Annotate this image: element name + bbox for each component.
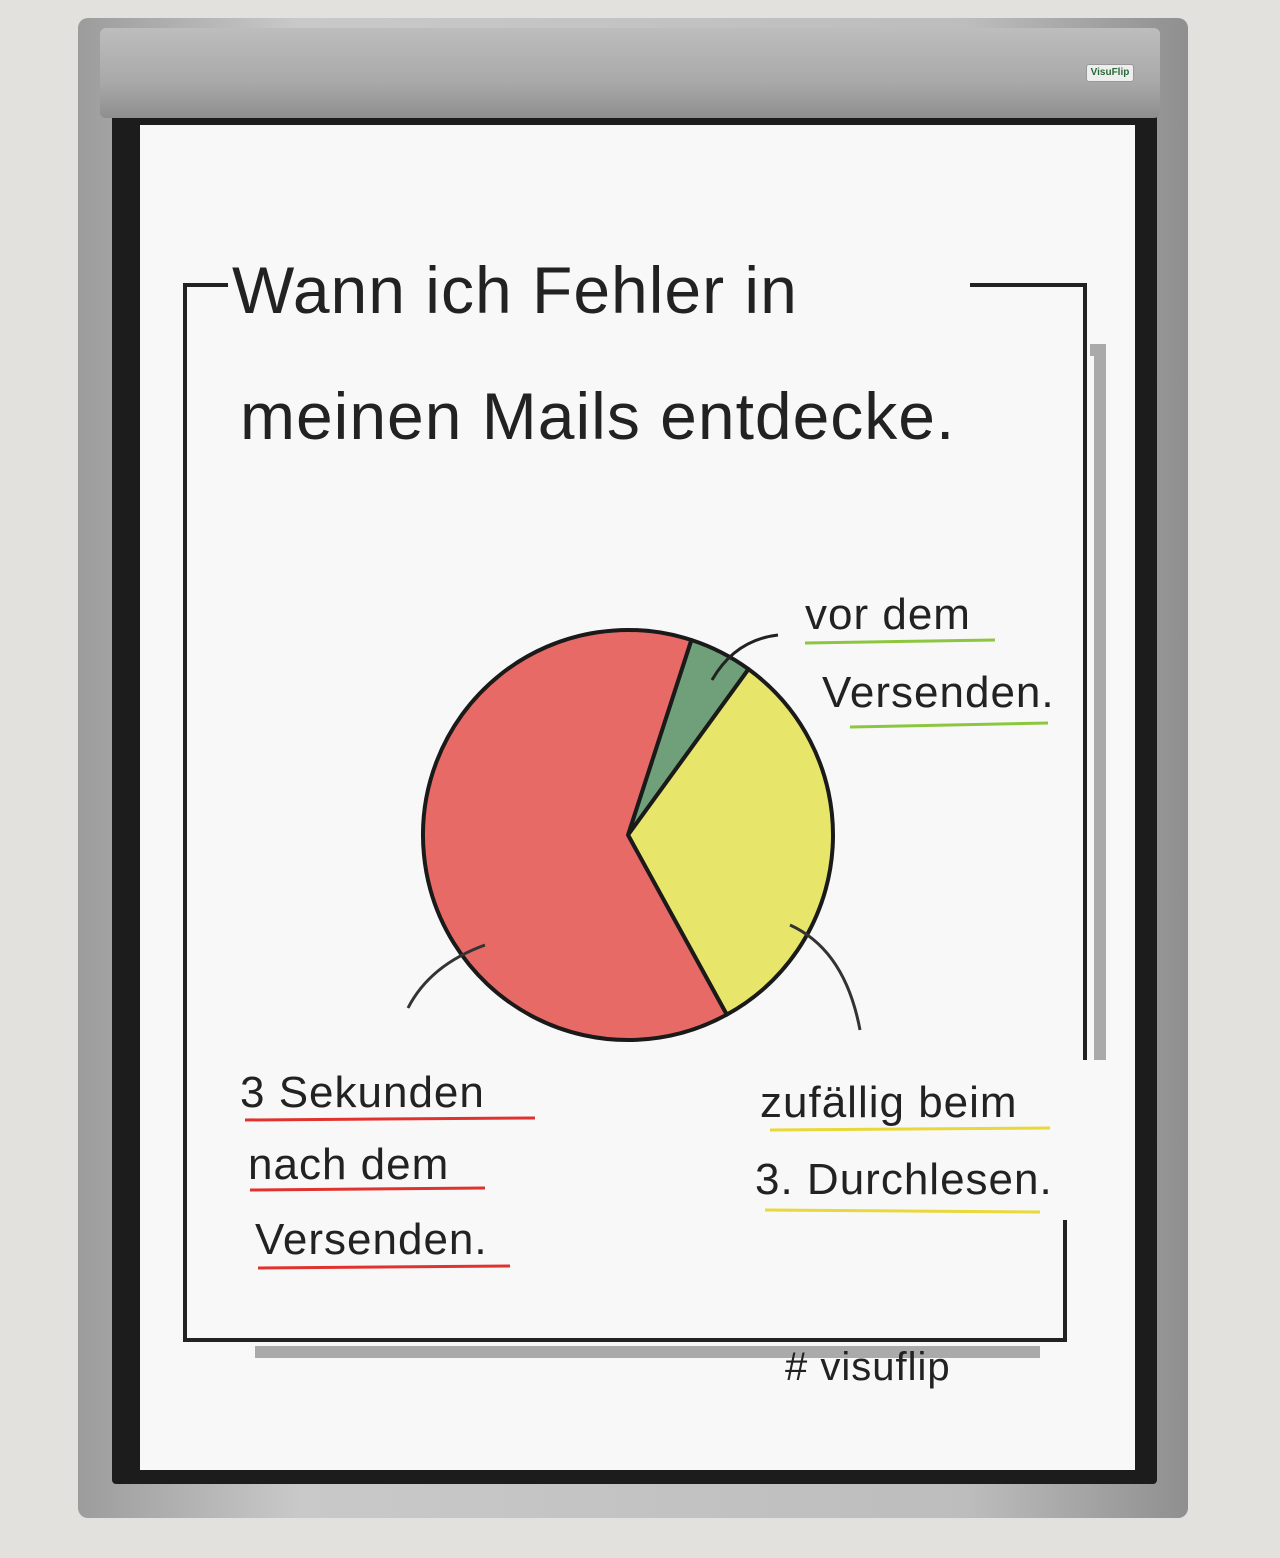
underline-yellow-2 <box>764 1208 1041 1214</box>
label-green-line-1: vor dem <box>805 590 971 639</box>
leader-green <box>710 633 779 681</box>
underline-red-1 <box>244 1116 536 1122</box>
box-shadow-right <box>1090 344 1106 1060</box>
underline-yellow-1 <box>769 1126 1051 1132</box>
label-red-line-3: Versenden. <box>255 1215 488 1264</box>
brand-logo: VisuFlip <box>1086 64 1134 82</box>
leader-red <box>406 943 486 1009</box>
box-border-right <box>970 283 1087 1060</box>
leader-yellow <box>789 923 862 1031</box>
pie-slice-1 <box>626 667 835 1017</box>
flipchart-clamp-bar <box>100 28 1160 118</box>
label-red-line-1: 3 Sekunden <box>240 1068 485 1117</box>
underline-green-2 <box>849 721 1049 729</box>
title-line-1: Wann ich Fehler in <box>232 253 798 327</box>
underline-green-1 <box>804 638 996 645</box>
box-border-left <box>183 283 1067 1342</box>
underline-red-3 <box>257 1264 511 1270</box>
label-yellow-line-1: zufällig beim <box>760 1078 1018 1127</box>
hashtag: # visuflip <box>785 1345 951 1389</box>
underline-red-2 <box>249 1186 486 1192</box>
label-green-line-2: Versenden. <box>822 668 1055 717</box>
pie-slice-2 <box>421 628 729 1042</box>
label-red-line-2: nach dem <box>248 1140 450 1189</box>
pie-chart <box>421 628 835 1042</box>
label-yellow-line-2: 3. Durchlesen. <box>755 1155 1053 1204</box>
title-line-2: meinen Mails entdecke. <box>240 379 956 453</box>
